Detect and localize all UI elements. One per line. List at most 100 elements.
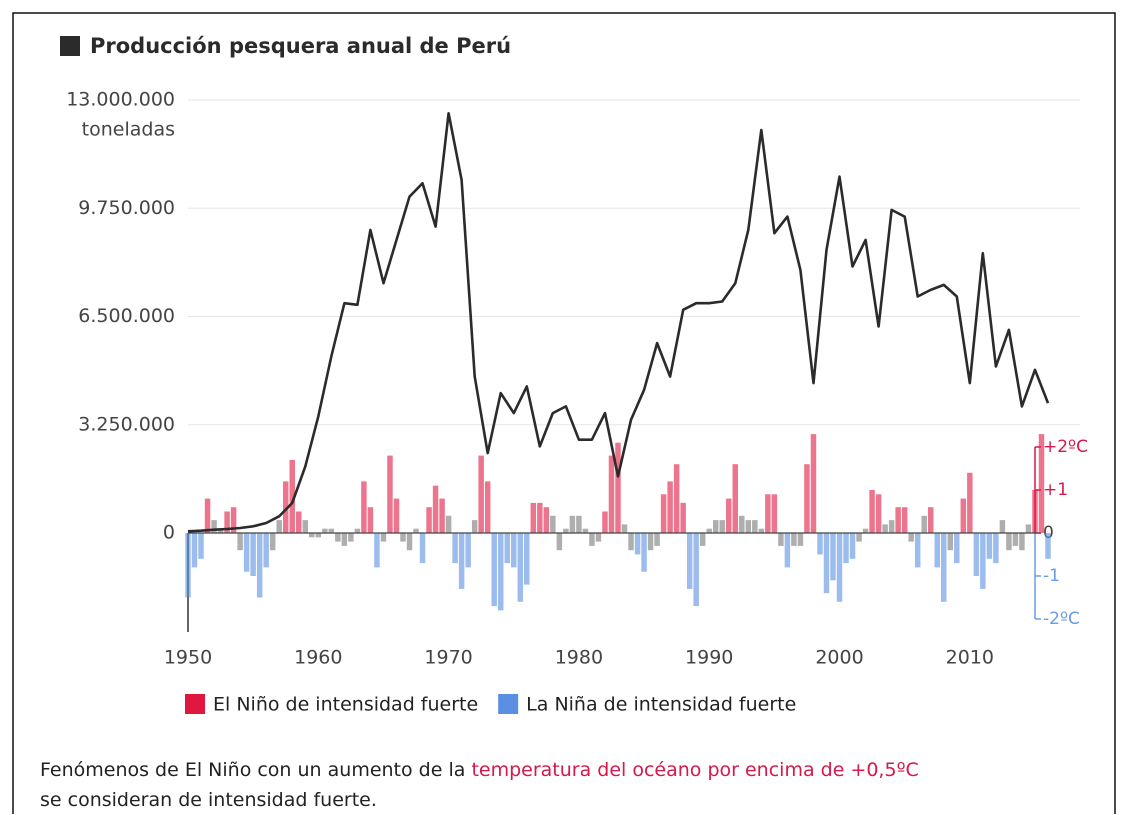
anomaly-bar [198,533,204,559]
anomaly-bar [973,533,980,576]
anomaly-bar [960,498,967,533]
y2-tick-label: +1 [1043,480,1068,500]
anomaly-bar [543,507,550,533]
anomaly-bar [823,533,830,594]
anomaly-bar [211,520,217,533]
anomaly-bar [256,533,263,598]
anomaly-bar [1019,533,1025,551]
anomaly-bar [484,481,491,533]
anomaly-bar [361,481,367,533]
anomaly-bar [836,533,843,602]
anomaly-bar [413,528,419,533]
x-tick-label: 2010 [946,647,994,669]
x-tick-label: 1950 [164,647,212,669]
note-highlight: temperatura del océano por encima de +0,… [471,759,919,781]
anomaly-bar [726,498,732,533]
anomaly-bar [993,533,999,564]
anomaly-bar [1006,533,1012,551]
anomaly-bar [406,533,413,551]
anomaly-bar [302,520,309,533]
anomaly-bar [478,455,484,533]
anomaly-bar [452,533,458,564]
anomaly-bar [797,533,804,546]
y2-tick-label: -2ºC [1043,609,1080,629]
x-tick-label: 1960 [294,647,342,669]
anomaly-bar [322,528,328,533]
note-text: se consideran de intensidad fuerte. [40,789,377,811]
anomaly-bar [550,515,556,533]
anomaly-bar [647,533,654,551]
anomaly-bar [589,533,595,546]
anomaly-bar [843,533,849,564]
anomaly-bar [921,515,927,533]
anomaly-bar [999,520,1006,533]
anomaly-bar [563,528,569,533]
anomaly-bar [752,520,758,533]
anomaly-bar [191,533,198,568]
anomaly-bar [667,481,673,533]
y2-tick-label: +2ºC [1043,437,1088,457]
anomaly-bar [582,528,589,533]
anomaly-bar [673,464,680,533]
anomaly-bar [530,502,537,533]
anomaly-bar [400,533,406,542]
anomaly-bar [569,515,576,533]
y2-tick-label: -1 [1043,566,1060,586]
anomaly-bar [576,515,582,533]
legend-label: El Niño de intensidad fuerte [213,694,478,716]
anomaly-bar [439,498,445,533]
anomaly-bar [628,533,634,551]
anomaly-bar [335,533,341,542]
y-tick-label: 3.250.000 [78,413,175,435]
anomaly-bar [882,524,888,533]
anomaly-bar [1045,533,1051,559]
anomaly-bar [862,528,869,533]
anomaly-bar [967,472,973,533]
anomaly-bar [465,533,471,568]
anomaly-bar [888,520,895,533]
anomaly-bar [810,434,817,533]
anomaly-bar [1038,434,1045,533]
anomaly-bar [504,533,510,564]
x-tick-label: 2000 [815,647,863,669]
anomaly-bar [276,520,282,533]
anomaly-bar [341,533,348,546]
anomaly-bar [641,533,647,572]
production-line [187,112,1050,533]
anomaly-bar [204,498,211,533]
legend-swatch [185,694,205,714]
anomaly-bar [660,494,667,533]
anomaly-bar [374,533,380,568]
anomaly-bar [745,520,752,533]
anomaly-bar [243,533,250,572]
anomaly-bar [393,498,400,533]
anomaly-bar [784,533,791,568]
anomaly-bar [901,507,908,533]
anomaly-bar [941,533,947,602]
legend-label: La Niña de intensidad fuerte [526,694,796,716]
anomaly-bar [497,533,504,611]
anomaly-bar [778,533,784,546]
anomaly-bar [537,502,543,533]
anomaly-bar [426,507,432,533]
y-unit-label: toneladas [82,119,175,141]
legend-swatch [498,694,519,714]
anomaly-bar [1012,533,1019,546]
anomaly-bar [524,533,530,585]
anomaly-bar [947,533,954,551]
anomaly-bar [634,533,641,555]
anomaly-bar [263,533,269,568]
anomaly-bar [830,533,836,581]
anomaly-bar [875,494,882,533]
note-text: Fenómenos de El Niño con un aumento de l… [40,759,466,781]
anomaly-bar [680,502,686,533]
anomaly-bar [621,524,628,533]
anomaly-bar [895,507,901,533]
anomaly-bar [686,533,693,589]
anomaly-bar [608,455,615,533]
anomaly-bar [419,533,426,564]
x-tick-label: 1970 [424,647,472,669]
anomaly-bar [556,533,563,551]
